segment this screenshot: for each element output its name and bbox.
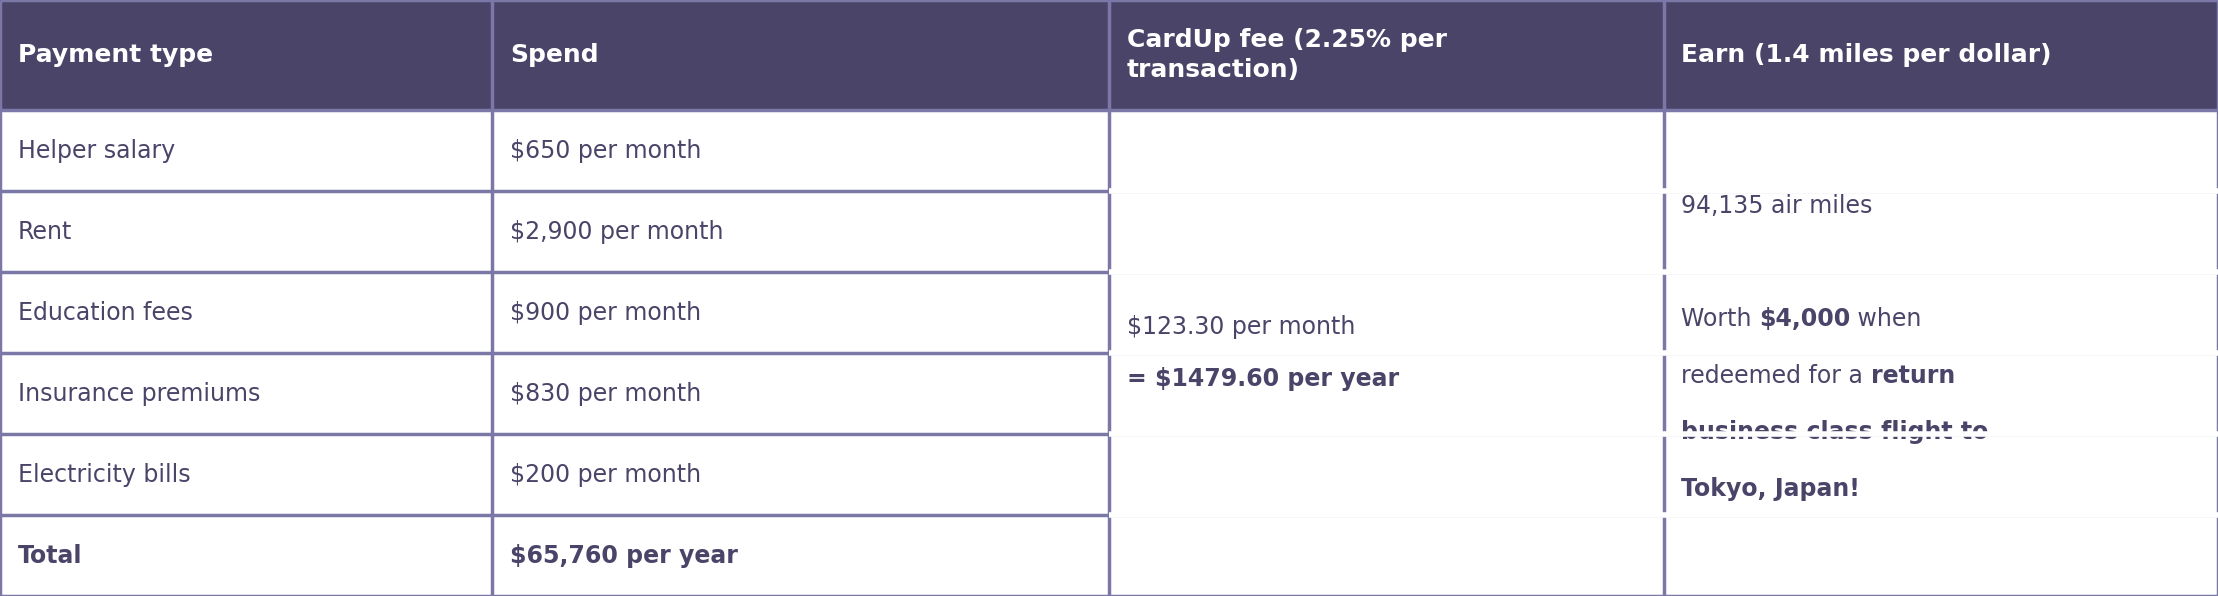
- Bar: [0, 434, 492, 515]
- Text: $4,000: $4,000: [1759, 307, 1850, 331]
- Text: CardUp fee (2.25% per
transaction): CardUp fee (2.25% per transaction): [1127, 28, 1446, 82]
- Text: Payment type: Payment type: [18, 43, 213, 67]
- Bar: [0, 515, 492, 596]
- Text: $123.30 per month: $123.30 per month: [1127, 315, 1355, 339]
- Bar: [492, 272, 1109, 353]
- Text: Tokyo, Japan!: Tokyo, Japan!: [1681, 477, 1861, 501]
- Bar: [0, 272, 492, 353]
- Text: Helper salary: Helper salary: [18, 139, 175, 163]
- Text: when: when: [1850, 307, 1921, 331]
- Text: business class flight to: business class flight to: [1681, 420, 1990, 445]
- Bar: [492, 434, 1109, 515]
- Bar: [1664, 110, 2218, 596]
- Bar: [1109, 110, 1664, 596]
- Bar: [0, 0, 492, 110]
- Bar: [492, 0, 1109, 110]
- Text: = $1479.60 per year: = $1479.60 per year: [1127, 367, 1400, 391]
- Bar: [492, 110, 1109, 191]
- Text: Worth: Worth: [1681, 307, 1759, 331]
- Text: Education fees: Education fees: [18, 300, 193, 325]
- Text: $650 per month: $650 per month: [510, 139, 701, 163]
- Text: Spend: Spend: [510, 43, 599, 67]
- Text: $900 per month: $900 per month: [510, 300, 701, 325]
- Text: $65,760 per year: $65,760 per year: [510, 544, 739, 567]
- Text: Rent: Rent: [18, 220, 73, 244]
- Text: $830 per month: $830 per month: [510, 381, 701, 406]
- Text: 94,135 air miles: 94,135 air miles: [1681, 194, 1872, 218]
- Bar: [1664, 0, 2218, 110]
- Text: Total: Total: [18, 544, 82, 567]
- Bar: [492, 191, 1109, 272]
- Bar: [0, 191, 492, 272]
- Text: $200 per month: $200 per month: [510, 462, 701, 486]
- Bar: [0, 353, 492, 434]
- Text: return: return: [1870, 364, 1954, 388]
- Text: Insurance premiums: Insurance premiums: [18, 381, 260, 406]
- Bar: [492, 353, 1109, 434]
- Bar: [1109, 0, 1664, 110]
- Text: $2,900 per month: $2,900 per month: [510, 220, 723, 244]
- Bar: [492, 515, 1109, 596]
- Text: Electricity bills: Electricity bills: [18, 462, 191, 486]
- Text: redeemed for a: redeemed for a: [1681, 364, 1870, 388]
- Text: Earn (1.4 miles per dollar): Earn (1.4 miles per dollar): [1681, 43, 2052, 67]
- Bar: [0, 110, 492, 191]
